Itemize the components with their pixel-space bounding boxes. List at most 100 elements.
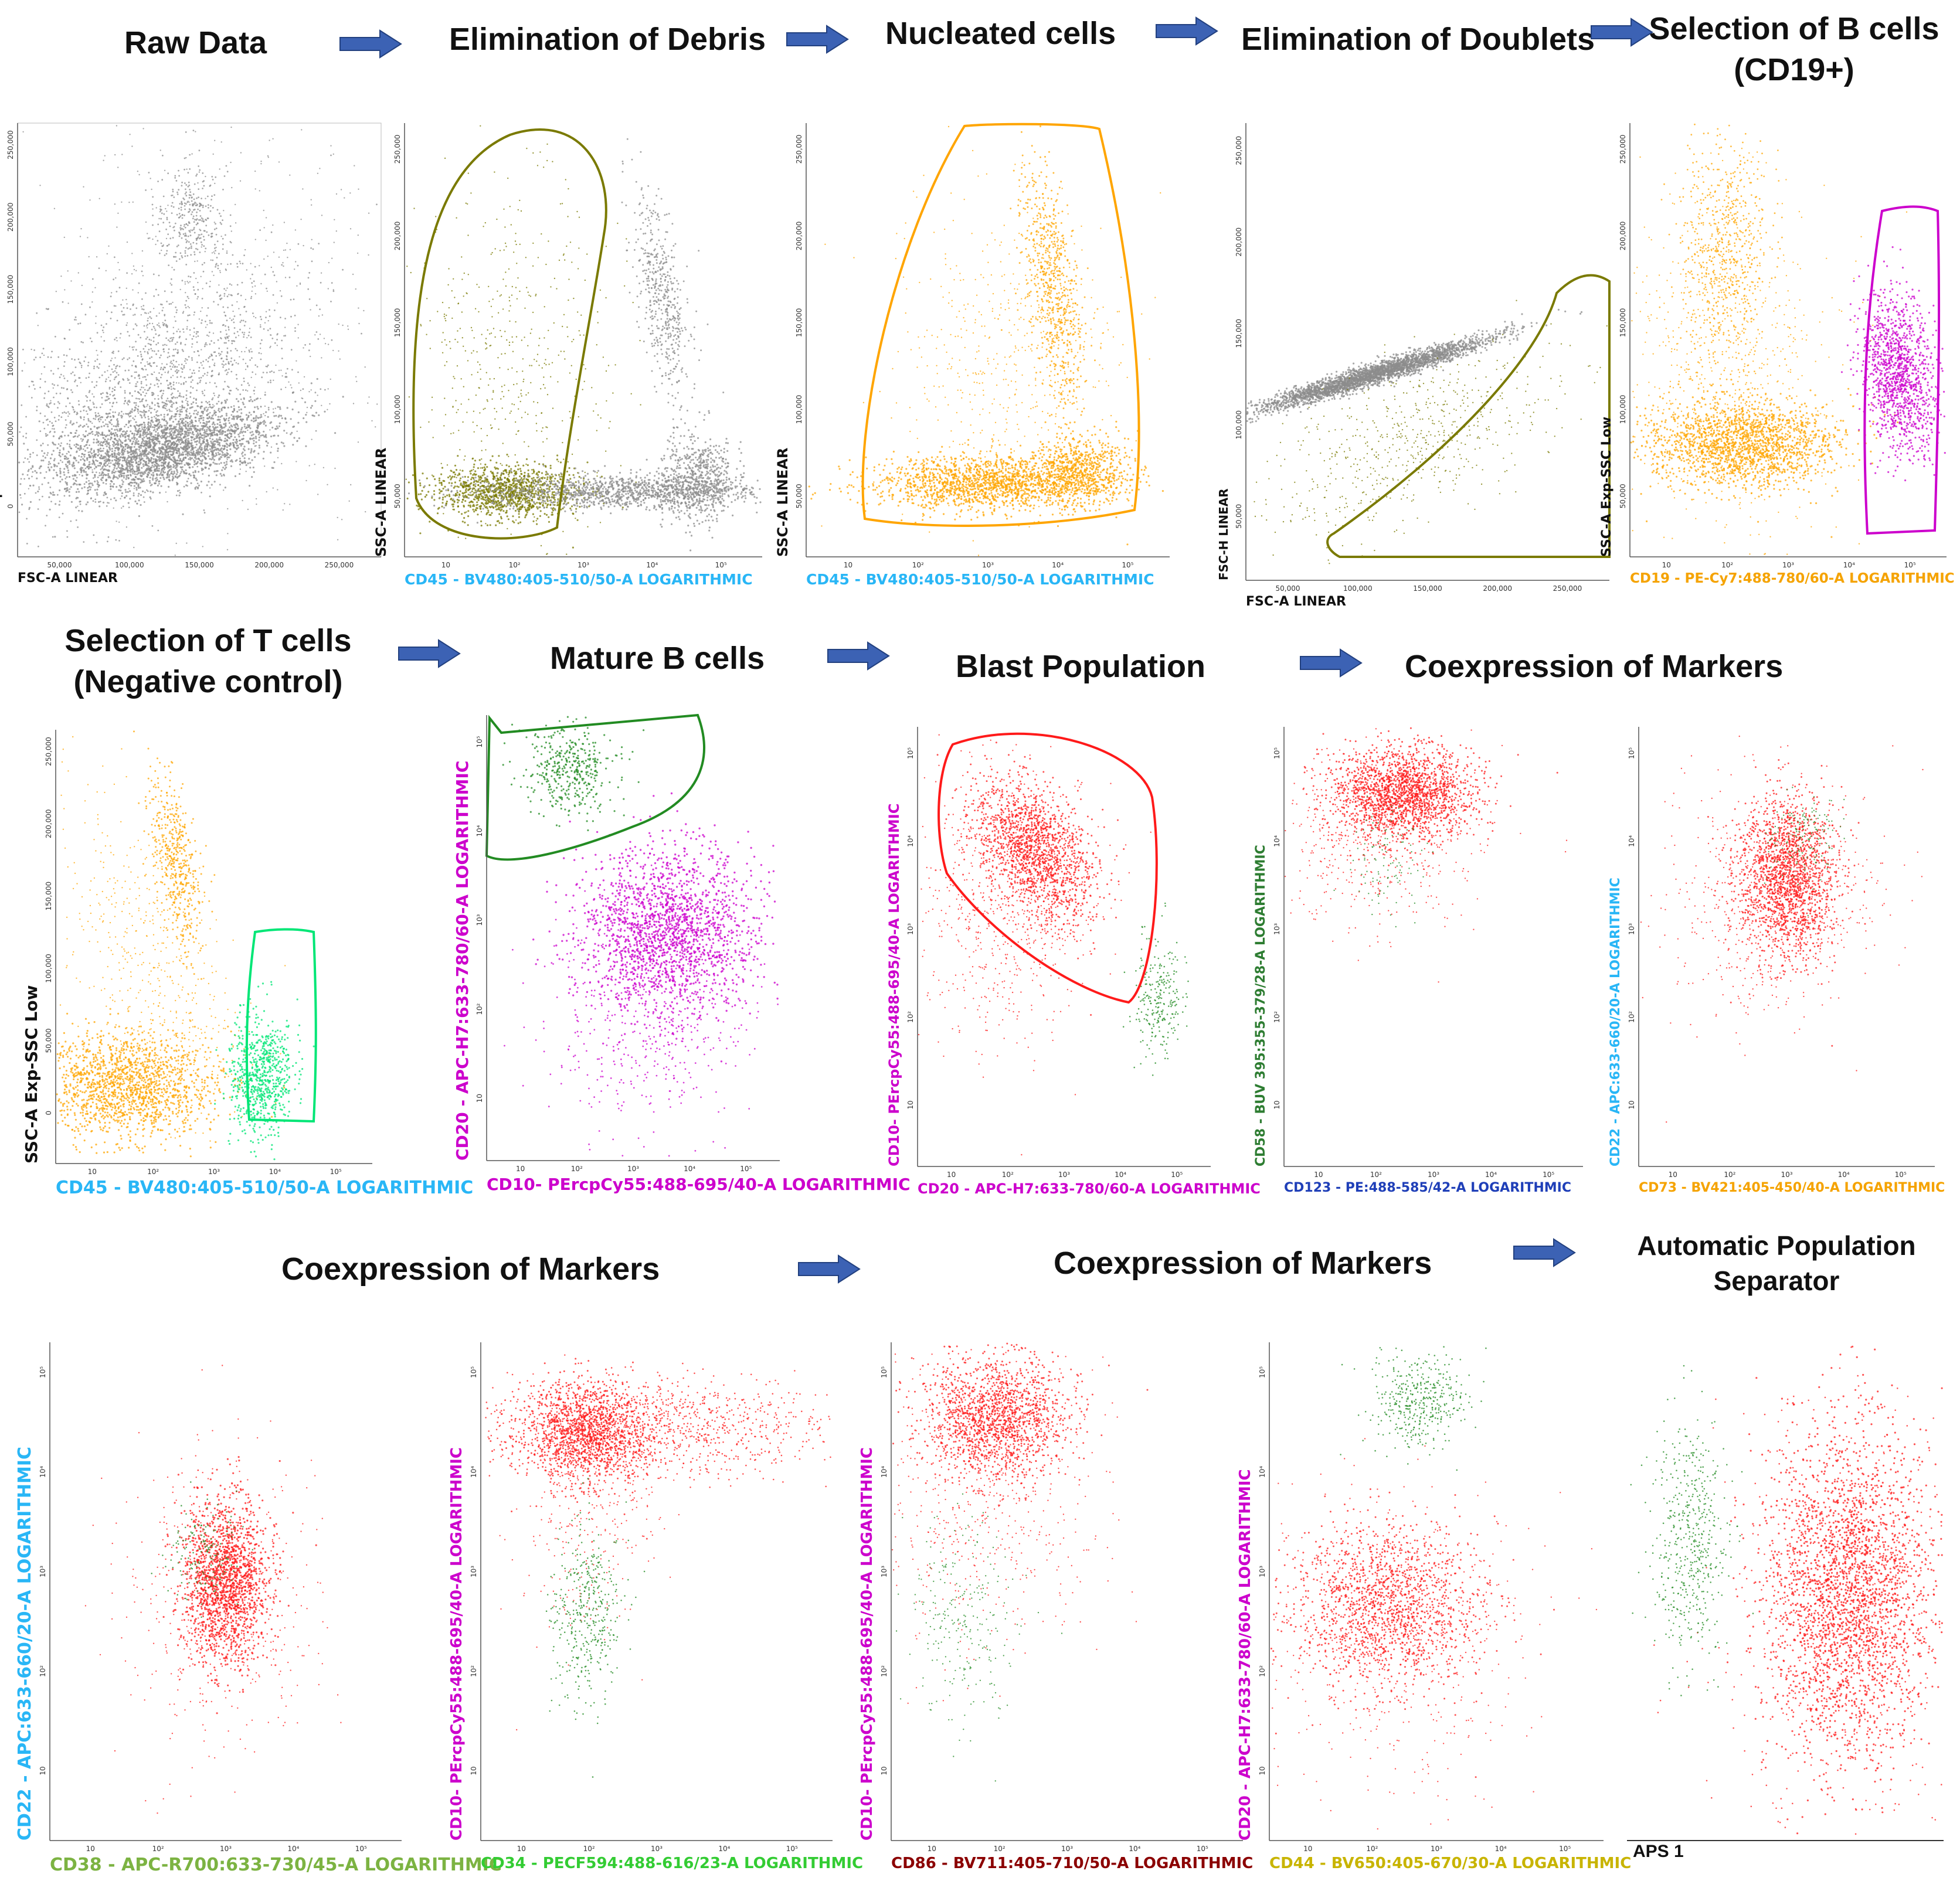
x-tick-label: 10	[947, 1171, 956, 1179]
x-tick-label: 200,000	[1483, 584, 1512, 593]
scatter-plot-p11: 10 10² 10³ 10⁴ 10⁵ 10⁵ 10⁴ 10³ 10² 10 CD38 - APC-R…	[15, 1342, 502, 1875]
x-tick-label: 10⁵	[1559, 1845, 1571, 1853]
y-tick-label: 10⁵	[1273, 747, 1281, 759]
arrow-right-icon	[827, 641, 890, 671]
y-tick-label: 10	[906, 1100, 915, 1109]
y-axis-label: SSC-A Exp-SSC Low	[0, 123, 2, 557]
x-tick-label: 10²	[994, 1845, 1006, 1853]
aps-axis-label: APS 1	[1633, 1842, 1684, 1862]
y-tick-label: 0	[6, 504, 15, 509]
x-tick-label: 10²	[1366, 1845, 1378, 1853]
gate-outline	[412, 128, 607, 540]
y-tick-label: 10⁵	[475, 736, 484, 747]
y-tick-label: 10²	[475, 1003, 484, 1015]
x-axis-label: CD123 - PE:488-585/42-A LOGARITHMIC	[1284, 1181, 1571, 1195]
event-dots	[18, 125, 378, 556]
y-tick-label: 200,000	[45, 809, 53, 839]
arrow-right-icon	[1591, 18, 1653, 47]
y-tick-label: 10³	[470, 1566, 478, 1577]
x-tick-label: 10³	[982, 561, 994, 569]
x-axis-label: FSC-A LINEAR	[18, 571, 118, 586]
y-tick-label: 50,000	[6, 421, 15, 446]
x-tick-label: 150,000	[1413, 584, 1442, 593]
x-tick-label: 50,000	[1276, 584, 1300, 593]
y-axis-label: CD10- PErcpCy55:488-695/40-A LOGARITHMIC	[886, 727, 902, 1166]
y-tick-label: 100,000	[795, 395, 803, 424]
event-dots	[1284, 727, 1568, 983]
y-tick-label: 10⁵	[39, 1366, 47, 1378]
y-tick-label: 10⁴	[470, 1466, 478, 1478]
x-axis-label: CD86 - BV711:405-710/50-A LOGARITHMIC	[891, 1855, 1253, 1872]
scatter-plot-p5: 10 10² 10³ 10⁴ 10⁵ 250,000 200,000 150,000 100,0…	[1599, 123, 1955, 586]
x-tick-label: 10	[1662, 561, 1671, 569]
y-tick-label: 200,000	[795, 222, 803, 251]
gate-outline	[245, 928, 317, 1123]
x-tick-label: 10⁵	[1122, 561, 1133, 569]
y-tick-label: 10³	[1628, 923, 1636, 935]
scatter-plot-p14: 10 10² 10³ 10⁴ 10⁵ 10⁵ 10⁴ 10³ 10² 10 CD44 - BV650…	[1237, 1342, 1631, 1872]
plot-canvas: 10 10² 10³ 10⁴ 10⁵ 10⁵ 10⁴ 10³ 10² 10	[906, 727, 1211, 1179]
y-tick-label: 0	[45, 1111, 53, 1115]
plot-canvas: 10 10² 10³ 10⁴ 10⁵ 10⁵ 10⁴ 10³ 10² 10	[1258, 1342, 1604, 1853]
x-tick-label: 10⁵	[330, 1168, 342, 1176]
y-tick-label: 100,000	[45, 954, 53, 983]
plot-canvas: 10 10² 10³ 10⁴ 10⁵ 250,000 200,000 150,000 100,0…	[795, 123, 1170, 569]
y-tick-label: 10³	[475, 914, 484, 926]
y-tick-label: 10	[1273, 1100, 1281, 1109]
title-automatic-population-separator: Automatic Population Separator	[1618, 1229, 1935, 1299]
x-tick-label: 10	[928, 1845, 936, 1853]
gate-outline	[937, 732, 1158, 1004]
y-tick-label: 10²	[39, 1665, 47, 1677]
y-axis-label: FSC-H LINEAR	[1217, 123, 1231, 580]
y-tick-label: 10	[1258, 1766, 1266, 1775]
y-tick-label: 10²	[906, 1011, 915, 1023]
scatter-plot-p6: 10 10² 10³ 10⁴ 10⁵ 250,000 200,000 150,000 100,0…	[22, 730, 473, 1198]
x-tick-label: 100,000	[115, 561, 144, 569]
gate-outline	[485, 713, 705, 861]
scatter-plot-p9: 10 10² 10³ 10⁴ 10⁵ 10⁵ 10⁴ 10³ 10² 10 CD123 - PE:4…	[1254, 727, 1583, 1195]
y-axis-label: SSC-A Exp-SSC Low	[22, 730, 41, 1164]
event-dots	[1270, 1346, 1598, 1830]
plot-canvas: 10 10² 10³ 10⁴ 10⁵ 10⁵ 10⁴ 10³ 10² 10	[39, 1342, 402, 1853]
y-tick-label: 150,000	[393, 308, 402, 338]
y-tick-label: 50,000	[393, 484, 402, 508]
x-tick-label: 10³	[1431, 1845, 1442, 1853]
y-tick-label: 10	[1628, 1100, 1636, 1109]
y-axis-label: CD10- PErcpCy55:488-695/40-A LOGARITHMIC	[448, 1342, 466, 1841]
y-tick-label: 250,000	[1619, 135, 1627, 164]
event-dots	[84, 1365, 342, 1814]
y-tick-label: 250,000	[6, 130, 15, 159]
x-axis-label: CD45 - BV480:405-510/50-A LOGARITHMIC	[806, 571, 1154, 588]
y-tick-label: 200,000	[1235, 227, 1243, 257]
plot-canvas	[1627, 1345, 1944, 1841]
gate-outline	[1326, 274, 1611, 558]
y-tick-label: 10	[880, 1766, 888, 1775]
title-selection-of-t-cells: Selection of T cells (Negative control)	[53, 620, 364, 702]
x-axis-label: CD45 - BV480:405-510/50-A LOGARITHMIC	[56, 1178, 473, 1198]
y-axis-label: SSC-A LINEAR	[373, 123, 389, 557]
event-dots	[1640, 735, 1924, 1123]
x-tick-label: 10²	[583, 1845, 595, 1853]
x-tick-label: 10²	[147, 1168, 159, 1176]
y-tick-label: 100,000	[1619, 395, 1627, 424]
title-raw-data: Raw Data	[124, 22, 267, 63]
x-tick-label: 10²	[1724, 1171, 1735, 1179]
plot-canvas: 10 10² 10³ 10⁴ 10⁵ 250,000 200,000 150,000 100,0…	[45, 730, 372, 1176]
x-tick-label: 10	[1669, 1171, 1677, 1179]
event-dots	[891, 1342, 1149, 1782]
x-tick-label: 10³	[1781, 1171, 1792, 1179]
y-axis-label: CD10- PErcpCy55:488-695/40-A LOGARITHMIC	[858, 1342, 876, 1841]
y-tick-label: 10⁵	[1258, 1366, 1266, 1378]
x-tick-label: 10⁵	[1543, 1171, 1554, 1179]
x-tick-label: 10⁵	[740, 1165, 752, 1173]
title-aps-line1: Automatic Population	[1618, 1229, 1935, 1264]
y-tick-label: 100,000	[393, 395, 402, 424]
y-tick-label: 10⁵	[1628, 747, 1636, 759]
scatter-plot-p4: 50,000 100,000 150,000 200,000 250,000 250,00…	[1217, 123, 1611, 609]
y-tick-label: 10⁴	[1628, 835, 1636, 847]
x-axis-label: CD38 - APC-R700:633-730/45-A LOGARITHMIC	[50, 1855, 502, 1875]
title-aps-line2: Separator	[1618, 1264, 1935, 1299]
x-tick-label: 10⁵	[1171, 1171, 1183, 1179]
event-dots	[1246, 300, 1608, 564]
y-tick-label: 250,000	[795, 135, 803, 164]
